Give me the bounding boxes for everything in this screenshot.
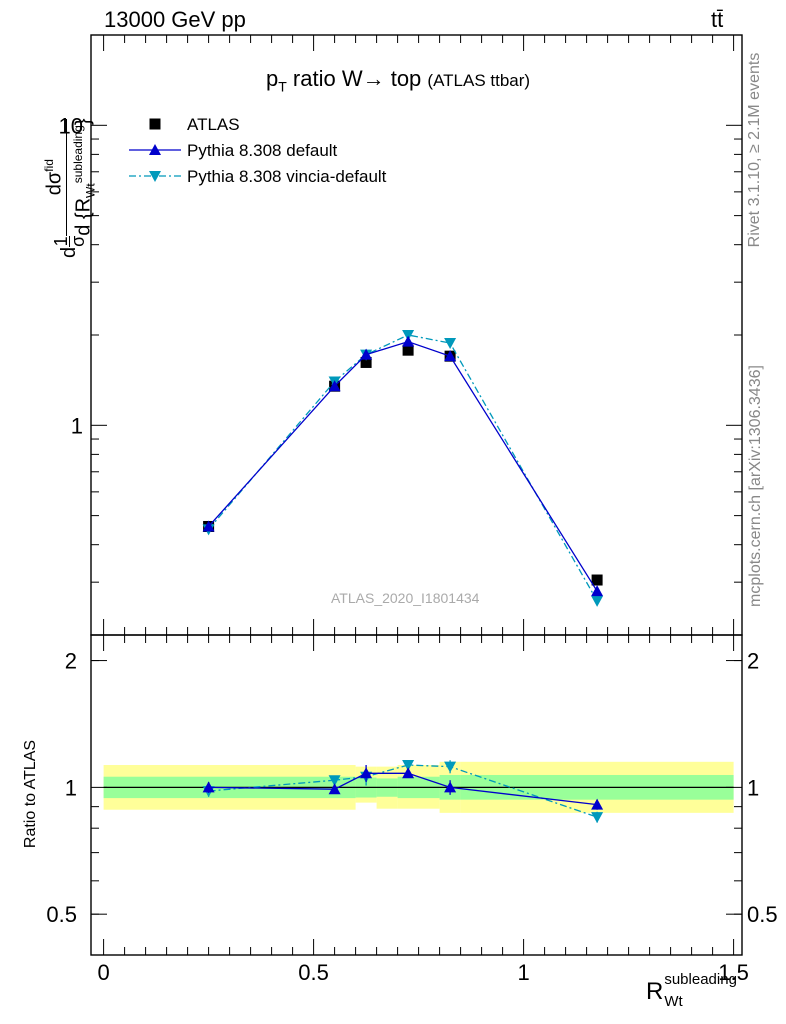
ratio-ytick-label-left: 2 [65,649,77,674]
vincia-main-marker-5 [591,595,604,607]
analysis-watermark: ATLAS_2020_I1801434 [331,590,480,606]
default-main-marker-3 [402,335,415,347]
vincia-main-marker-4 [444,338,457,350]
y-axis-label: d 1 σ dσfid d {RWtsubleading} [38,0,97,258]
ratio-ytick-label-left: 1 [65,775,77,800]
ratio-y-axis-label: Ratio to ATLAS [22,739,39,849]
ylabel-sigma: σ [68,235,89,247]
default-ratio-marker-1 [328,783,341,795]
atlas-marker-3 [402,344,414,356]
atlas-marker-5 [591,574,603,586]
vincia-ratio-marker-5 [591,812,604,824]
title-sub: T [278,78,287,95]
default-main-marker-2 [360,348,373,360]
xlabel-sup: subleading [664,971,737,988]
main-ytick-label: 1 [71,413,83,438]
vincia-ratio-line [208,764,598,818]
process-label: tt̄ [711,7,724,32]
title-text: ratio W→ top [286,66,422,91]
xlabel-scripts: subleading Wt [664,972,737,1010]
ylabel-dr: d {R [72,197,95,236]
default-ratio-line [208,772,598,806]
legend-label-0: ATLAS [187,115,240,134]
xtick-label: 1.5 [718,960,749,985]
xlabel-r: R [646,978,664,1005]
xtick-label: 0 [97,960,109,985]
default-main-marker-1 [328,380,341,392]
default-main-marker-5 [591,585,604,597]
ylabel-wt: Wt [83,183,98,198]
ratio-ytick-label-right: 0.5 [747,902,778,927]
legend-label-2: Pythia 8.308 vincia-default [187,167,387,186]
ylabel-denom: d {RWtsubleading} [67,119,102,236]
vincia-ratio-marker-1 [328,775,341,787]
default-ratio-marker-4 [444,781,457,793]
vincia-ratio-marker-4 [444,761,457,773]
main-ytick-label: 10 [59,113,83,138]
ratio-ytick-label-right: 2 [747,649,759,674]
ratio-ytick-label-left: 0.5 [46,902,77,927]
legend-label-1: Pythia 8.308 default [187,141,338,160]
xtick-label: 1 [517,960,529,985]
xlabel-sub: Wt [664,993,683,1010]
ylabel-d: d [57,246,80,258]
energy-label: 13000 GeV pp [104,7,246,32]
ylabel-frac2: dσfid d {RWtsubleading} [38,118,102,236]
default-ratio-marker-3 [402,767,415,779]
legend-atlas-marker [149,118,161,130]
default-main-line [208,340,598,592]
vincia-ratio-marker-3 [402,760,415,772]
default-main-marker-4 [444,350,457,362]
ylabel-subleading: subleading [70,125,85,184]
ylabel-fid: fid [42,159,56,172]
ylabel-numer: dσfid [38,118,67,236]
vincia-main-marker-3 [402,330,415,341]
ylabel-brace: } [72,118,95,126]
title-p: p [266,66,279,91]
ylabel-dsigma: dσ [43,171,66,196]
default-ratio-marker-2 [360,767,373,779]
ratio-ytick-label-right: 1 [747,775,759,800]
plot-title: pT ratio W→ top (ATLAS ttbar) [266,66,530,94]
title-small: (ATLAS ttbar) [427,71,531,90]
vincia-main-line [208,334,598,602]
mcplots-label: mcplots.cern.ch [arXiv:1306.3436] [747,365,764,607]
legend-default-marker [149,144,161,155]
default-ratio-marker-5 [591,798,604,810]
rivet-label: Rivet 3.1.10, ≥ 2.1M events [746,52,763,248]
legend-vincia-marker [149,171,161,182]
ratio-frame [90,634,743,956]
default-main-marker-0 [202,520,215,532]
default-ratio-marker-0 [202,781,215,793]
atlas-marker-2 [360,356,372,368]
xtick-label: 0.5 [298,960,329,985]
